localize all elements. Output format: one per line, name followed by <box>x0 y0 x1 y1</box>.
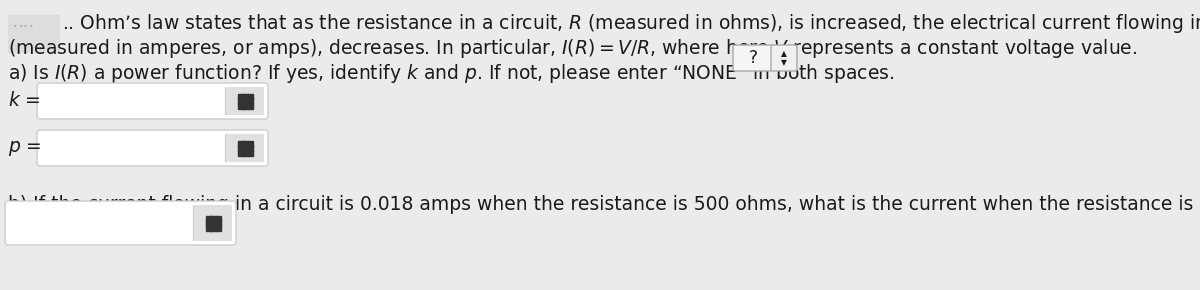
FancyBboxPatch shape <box>193 205 232 241</box>
FancyBboxPatch shape <box>772 45 797 71</box>
Text: ▲: ▲ <box>781 49 787 58</box>
Text: • •• •: • •• • <box>13 24 34 30</box>
Text: a) Is $I(R)$ a power function? If yes, identify $k$ and $p$. If not, please ente: a) Is $I(R)$ a power function? If yes, i… <box>8 62 894 85</box>
Text: $k$ =: $k$ = <box>8 92 41 110</box>
Text: $p$ =: $p$ = <box>8 139 42 157</box>
FancyBboxPatch shape <box>8 15 60 53</box>
FancyBboxPatch shape <box>5 201 236 245</box>
Text: ▼: ▼ <box>781 58 787 67</box>
FancyBboxPatch shape <box>37 130 268 166</box>
Text: .. Ohm’s law states that as the resistance in a circuit, $R$ (measured in ohms),: .. Ohm’s law states that as the resistan… <box>62 12 1200 35</box>
Text: ?: ? <box>749 49 757 67</box>
Text: b) If the current flowing in a circuit is 0.018 amps when the resistance is 500 : b) If the current flowing in a circuit i… <box>8 195 1200 214</box>
FancyBboxPatch shape <box>226 87 264 115</box>
FancyBboxPatch shape <box>37 83 268 119</box>
Text: (measured in amperes, or amps), decreases. In particular, $I(R) = V/R$, where he: (measured in amperes, or amps), decrease… <box>8 37 1138 60</box>
FancyBboxPatch shape <box>733 45 773 71</box>
FancyBboxPatch shape <box>226 134 264 162</box>
